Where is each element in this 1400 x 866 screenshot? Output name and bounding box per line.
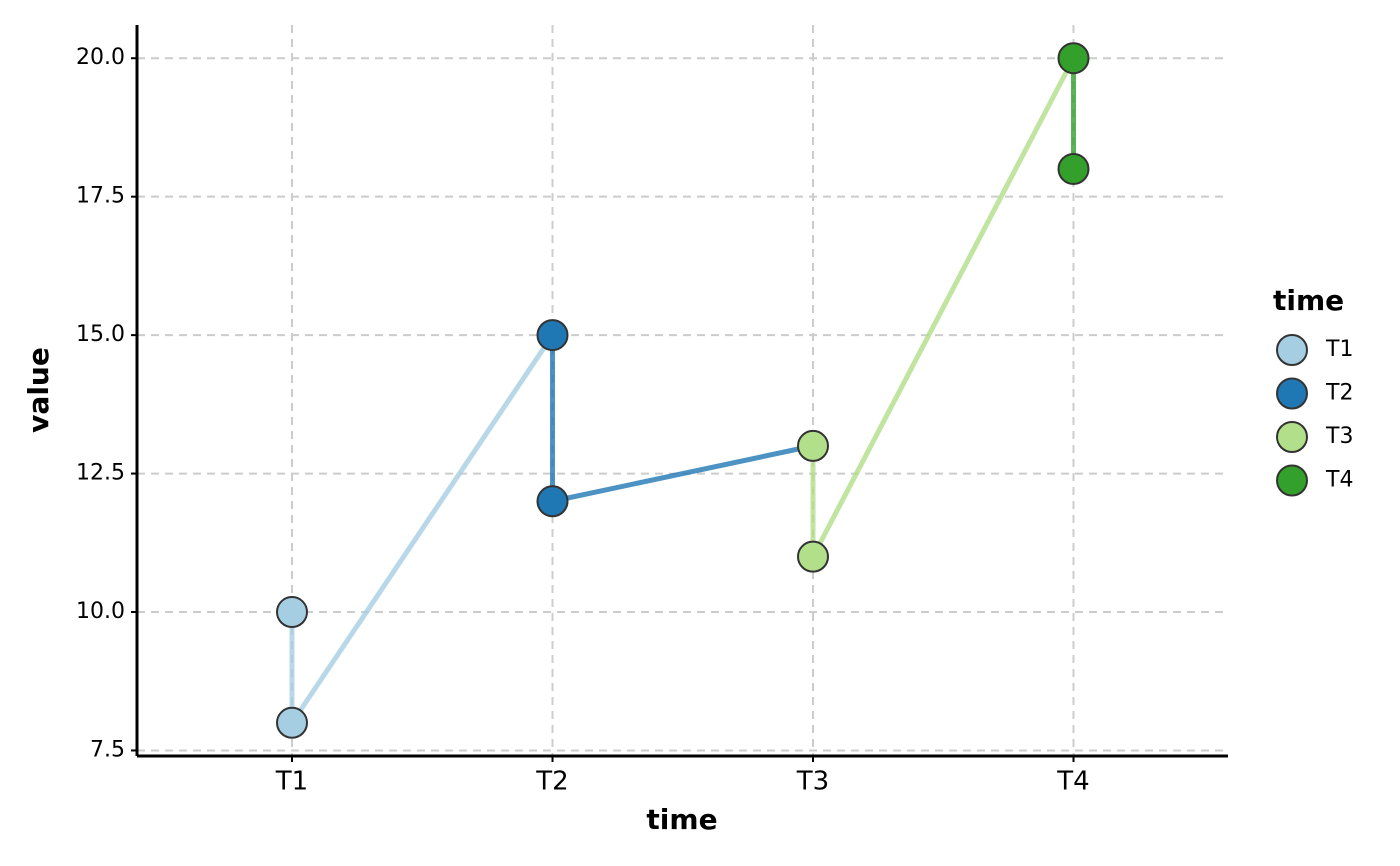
y-tick-label: 17.5 [76,184,125,209]
x-tick-label: T1 [275,767,308,797]
legend-swatch [1276,334,1308,366]
legend-swatch [1276,377,1308,410]
y-axis-title: value [22,347,55,433]
point [536,319,569,352]
legend-swatch [1276,421,1308,453]
point [1057,42,1090,75]
legend-label: T1 [1325,337,1353,362]
legend-label: T4 [1325,468,1353,493]
x-tick-label: T4 [1056,767,1089,797]
y-tick-label: 15.0 [76,322,125,347]
point [1057,152,1090,185]
point [797,429,829,462]
x-tick-label: T3 [796,767,829,797]
point [797,540,829,573]
y-tick-label: 12.5 [76,461,125,486]
legend-label: T2 [1325,381,1353,406]
y-tick-label: 10.0 [76,599,125,624]
x-tick-label: T2 [535,767,568,797]
point [276,596,308,629]
line-segment [289,333,555,725]
line-segment [810,57,1076,558]
legend-title: time [1273,284,1344,317]
point [276,706,308,739]
x-axis-title: time [646,803,717,836]
line-segment [551,443,814,504]
y-tick-label: 7.5 [90,737,125,762]
point [536,485,569,518]
legend-label: T3 [1325,424,1353,449]
y-tick-label: 20.0 [76,45,125,70]
legend-swatch [1276,464,1308,497]
